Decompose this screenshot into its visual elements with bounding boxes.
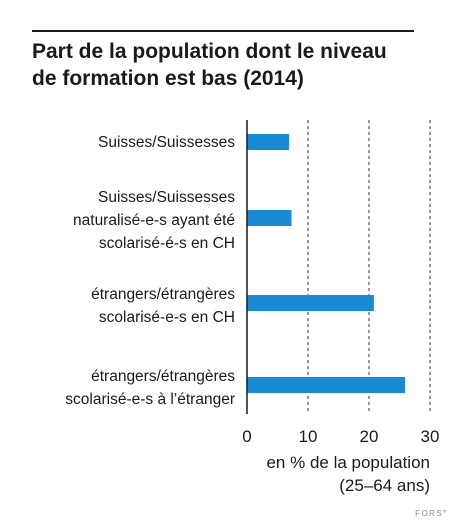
bar-2 (247, 210, 292, 226)
x-axis-label-line-1: en % de la population (266, 453, 430, 472)
category-label-4-line-2: scolarisé-e-s à l’étranger (65, 391, 235, 408)
title-rule (32, 30, 414, 32)
bar-3 (247, 295, 374, 311)
category-label-4-line-1: étrangers/étrangères (91, 368, 235, 385)
x-axis-label-line-2: (25–64 ans) (339, 476, 430, 495)
x-tick-label-10: 10 (299, 427, 318, 446)
category-label-2-line-3: scolarisé-é-s en CH (99, 235, 235, 252)
fors-logo: FORS° (415, 509, 448, 518)
title-line-1: Part de la population dont le niveau (32, 40, 387, 63)
x-tick-label-20: 20 (360, 427, 379, 446)
category-label-3-line-1: étrangers/étrangères (91, 286, 235, 303)
category-label-3-line-2: scolarisé-e-s en CH (99, 309, 235, 326)
chart-title: Part de la population dont le niveau de … (32, 38, 432, 92)
category-label-2-line-1: Suisses/Suissesses (98, 189, 235, 206)
title-line-2: de formation est bas (2014) (32, 67, 304, 90)
category-label-1-line-1: Suisses/Suissesses (98, 134, 235, 151)
bar-1 (247, 134, 290, 150)
x-tick-label-30: 30 (421, 427, 440, 446)
x-tick-label-0: 0 (242, 427, 251, 446)
category-label-2-line-2: naturalisé-e-s ayant été (73, 212, 235, 229)
bar-4 (247, 377, 405, 393)
